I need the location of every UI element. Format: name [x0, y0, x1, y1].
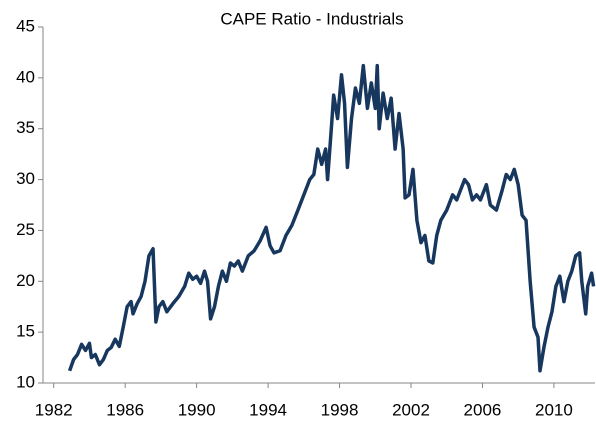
chart-title: CAPE Ratio - Industrials: [220, 9, 403, 28]
y-tick-label: 10: [16, 372, 35, 391]
x-tick-label: 1982: [35, 400, 73, 419]
x-tick-label: 2006: [464, 400, 502, 419]
x-tick-label: 1994: [249, 400, 287, 419]
y-tick-label: 15: [16, 322, 35, 341]
data-line: [67, 63, 596, 373]
y-tick-label: 35: [16, 118, 35, 137]
y-tick-label: 40: [16, 67, 35, 86]
x-tick-label: 2010: [535, 400, 573, 419]
y-tick-label: 20: [16, 271, 35, 290]
y-tick-label: 45: [16, 16, 35, 35]
y-tick-label: 25: [16, 220, 35, 239]
x-tick-label: 1998: [321, 400, 359, 419]
x-tick-label: 1986: [106, 400, 144, 419]
x-tick-label: 2002: [392, 400, 430, 419]
y-tick-label: 30: [16, 169, 35, 188]
x-tick-label: 1990: [178, 400, 216, 419]
